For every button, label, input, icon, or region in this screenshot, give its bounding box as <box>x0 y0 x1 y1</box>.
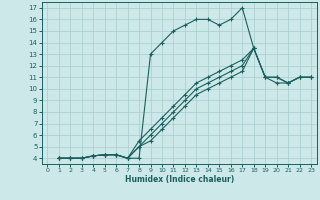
X-axis label: Humidex (Indice chaleur): Humidex (Indice chaleur) <box>124 175 234 184</box>
